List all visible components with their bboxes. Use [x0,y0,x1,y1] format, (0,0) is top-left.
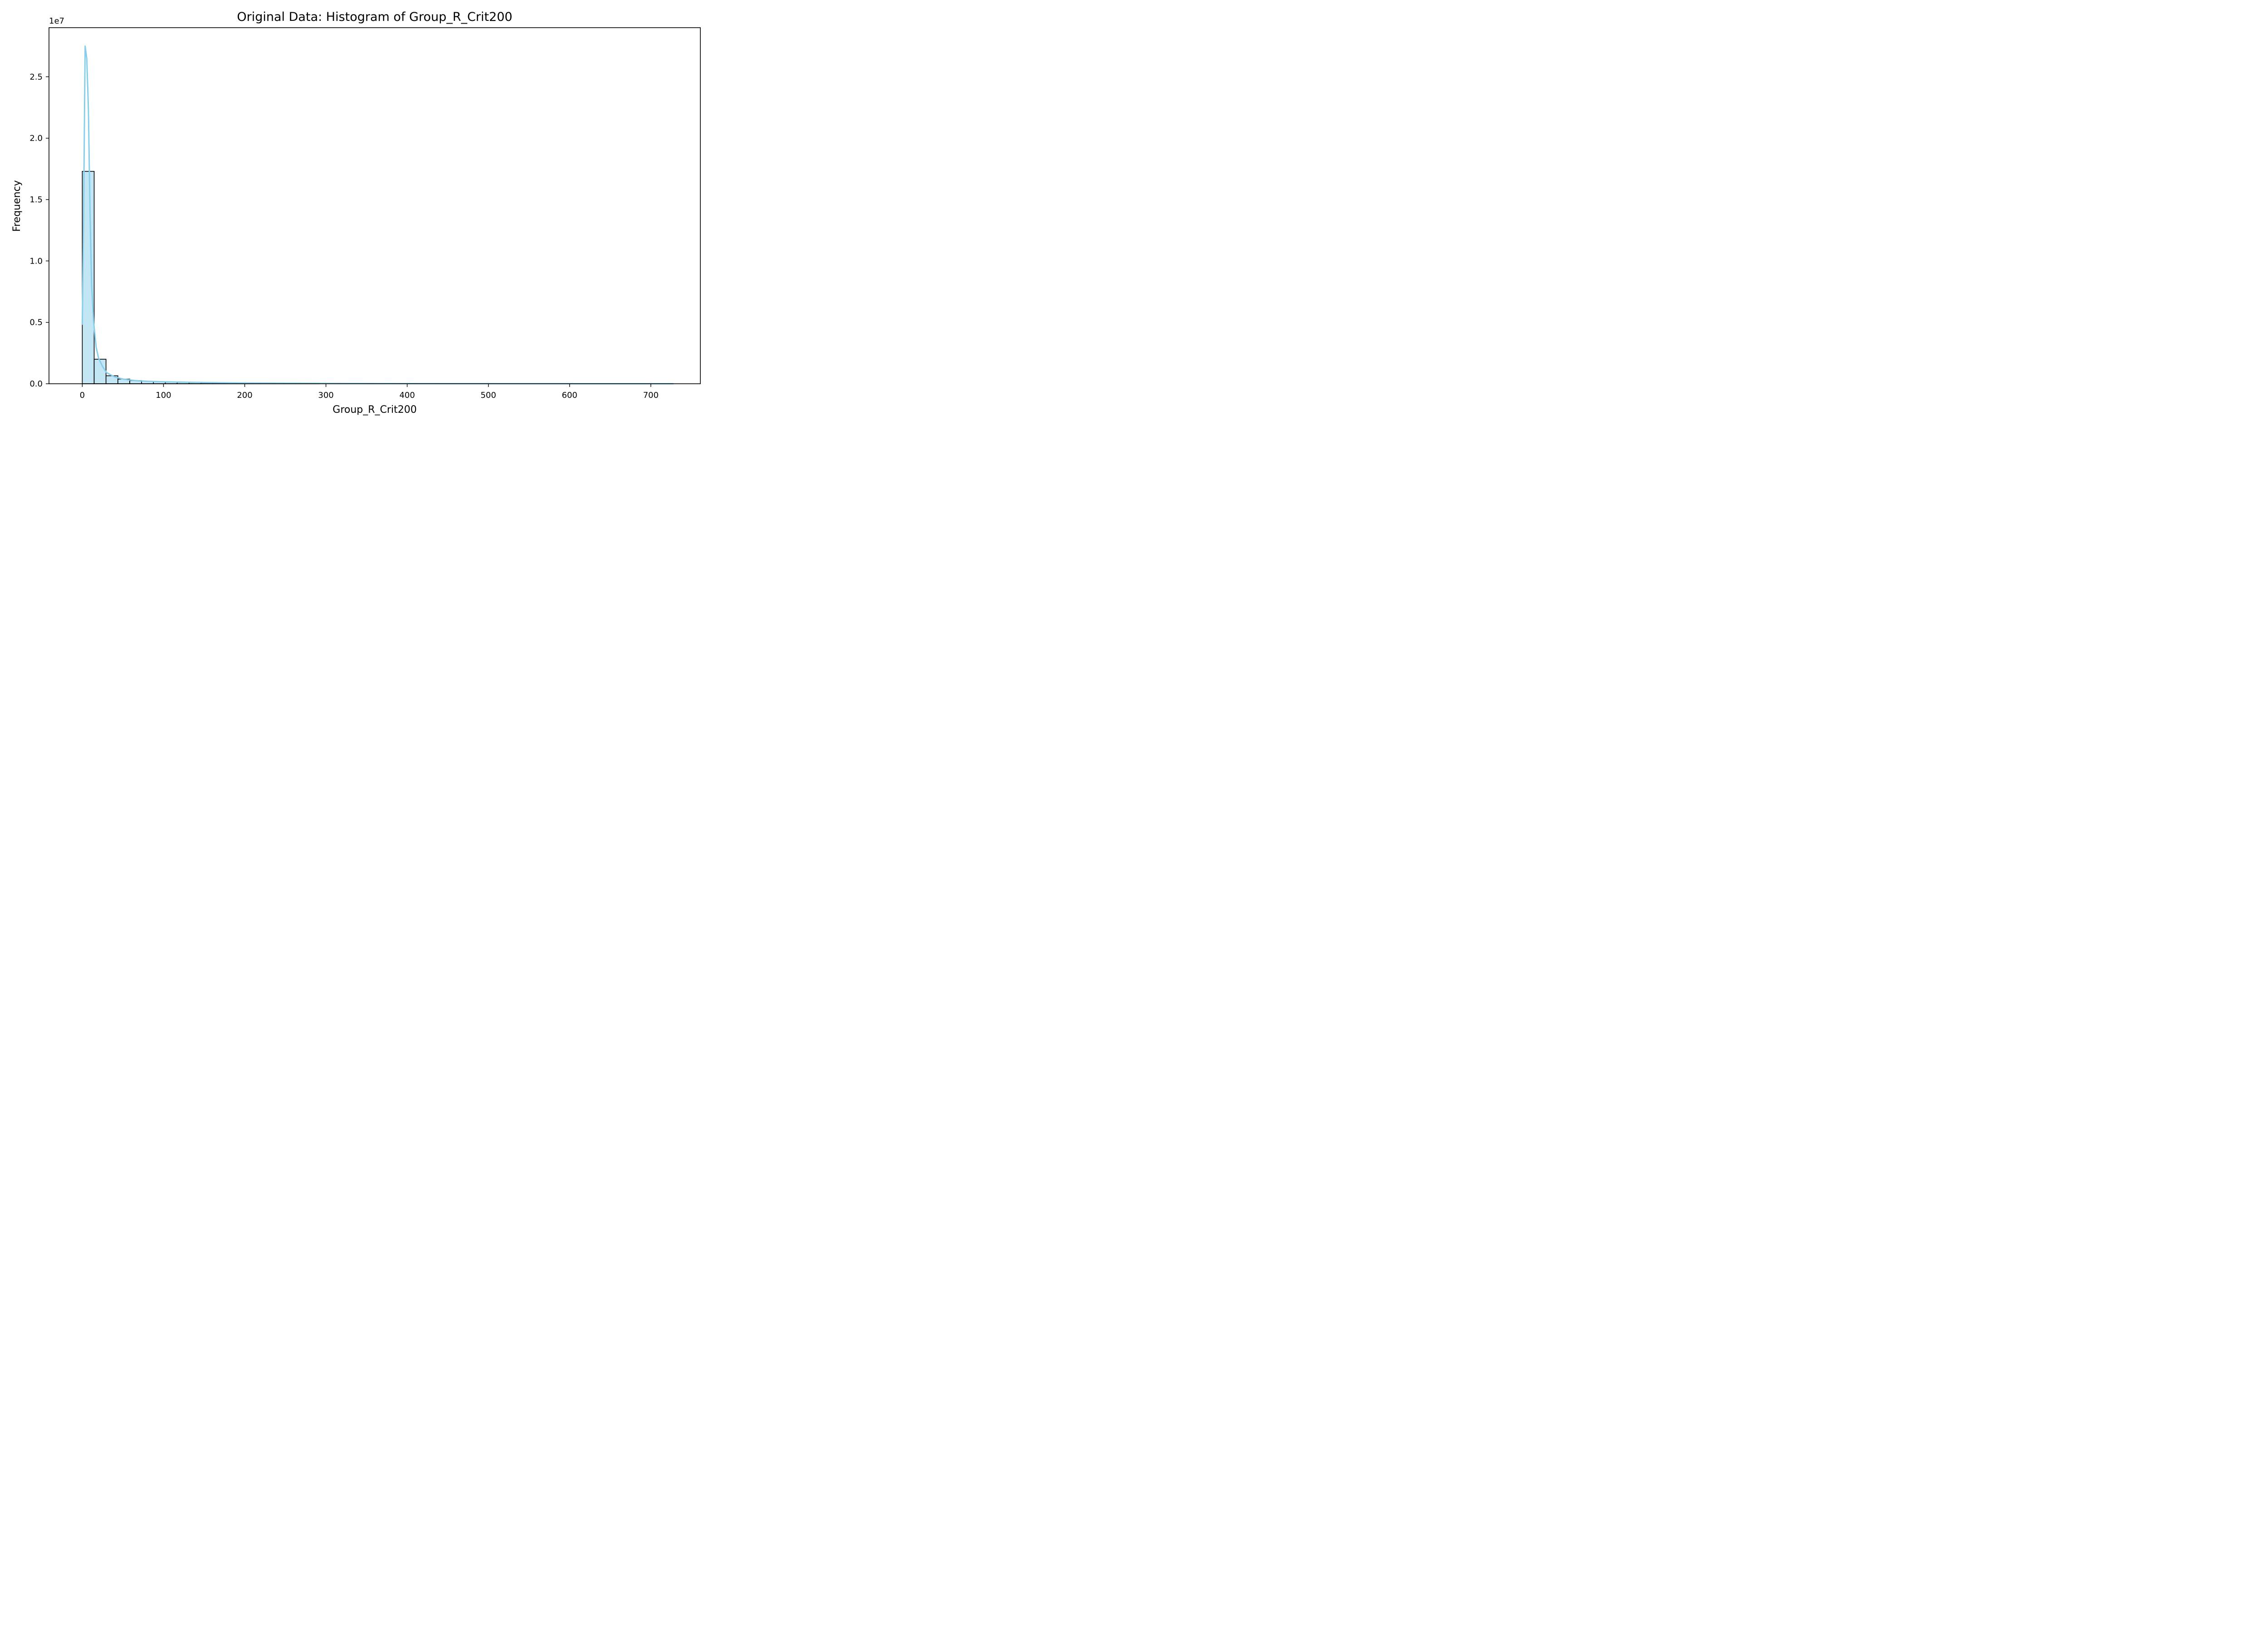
x-tick-label: 0 [80,391,85,400]
x-tick-label: 600 [562,391,577,400]
chart: Original Data: Histogram of Group_R_Crit… [11,10,701,416]
y-tick-label: 0.0 [29,379,43,389]
y-offset-label: 1e7 [49,16,64,26]
y-tick-label: 2.5 [29,72,43,82]
x-tick-label: 300 [318,391,333,400]
kde-line [81,45,674,385]
y-tick-label: 2.0 [29,134,43,143]
y-tick-label: 1.0 [29,256,43,266]
x-tick-label: 200 [237,391,252,400]
y-tick-label: 0.5 [29,318,43,328]
chart-title: Original Data: Histogram of Group_R_Crit… [237,10,512,24]
plot-area: 0 100 200 300 400 500 600 700 0.0 0.5 1.0 1.5 2.0 2.5 [29,27,701,400]
y-tick-label: 1.5 [29,195,43,205]
x-tick-label: 100 [156,391,171,400]
x-tick-label: 700 [643,391,659,400]
plot-frame [49,27,701,384]
x-tick-label: 500 [480,391,496,400]
y-axis-label: Frequency [11,180,23,232]
histogram-bar [93,359,107,384]
x-tick-label: 400 [399,391,415,400]
x-axis-label: Group_R_Crit200 [332,404,416,416]
